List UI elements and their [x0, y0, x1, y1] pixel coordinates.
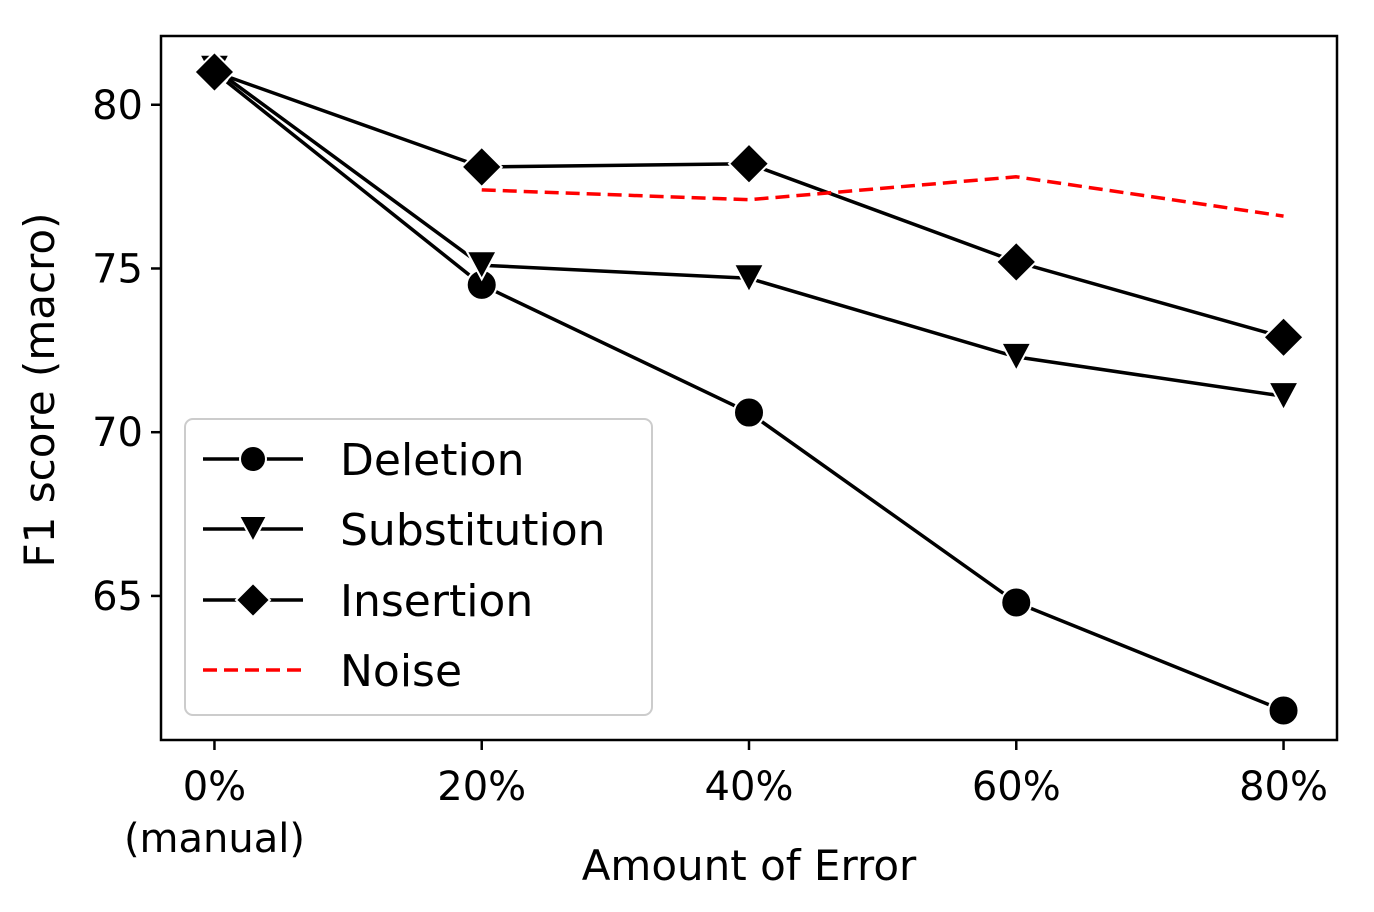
series-line-noise	[481, 175, 1284, 218]
x-tick-label: 80%	[1239, 764, 1328, 810]
data-point-insertion	[1262, 315, 1305, 359]
y-axis-label: F1 score (macro)	[15, 213, 64, 568]
data-point-deletion	[1267, 694, 1300, 727]
legend-label-insertion: Insertion	[340, 576, 533, 627]
series-line-insertion	[213, 70, 1285, 339]
legend-marker-insertion	[234, 581, 272, 619]
data-point-insertion	[994, 240, 1038, 284]
x-tick-label: 0%	[183, 764, 246, 810]
data-point-substitution	[465, 250, 499, 282]
x-tick-label: 20%	[437, 764, 526, 810]
legend-marker-substitution	[237, 515, 269, 545]
y-tick-label: 75	[92, 246, 143, 292]
data-point-deletion	[1000, 586, 1033, 619]
legend: Deletion Substitution Insertion Noise	[184, 418, 653, 716]
legend-label-substitution: Substitution	[340, 505, 606, 556]
data-point-substitution	[1266, 381, 1301, 413]
legend-label-deletion: Deletion	[340, 435, 525, 486]
y-tick-label: 70	[92, 410, 143, 456]
legend-box	[184, 418, 653, 716]
x-tick-sublabel: (manual)	[124, 816, 305, 862]
data-point-insertion	[460, 145, 504, 189]
data-point-insertion	[193, 50, 236, 94]
data-point-substitution	[732, 263, 766, 295]
data-point-substitution	[999, 341, 1033, 374]
legend-marker-deletion	[239, 445, 267, 473]
x-tick-label: 60%	[972, 764, 1061, 810]
series-layer	[193, 50, 1305, 727]
data-point-insertion	[727, 142, 771, 186]
data-point-deletion	[733, 396, 765, 429]
y-tick-label: 80	[92, 83, 143, 129]
x-axis-label: Amount of Error	[582, 841, 917, 890]
x-tick-label: 40%	[705, 764, 794, 810]
series-line-substitution	[213, 67, 1284, 398]
y-tick-label: 65	[92, 574, 143, 620]
axis-layer: 65 70 75 80 0% (manual) 20% 40% 60% 80%	[92, 83, 1328, 862]
legend-label-noise: Noise	[340, 646, 462, 697]
